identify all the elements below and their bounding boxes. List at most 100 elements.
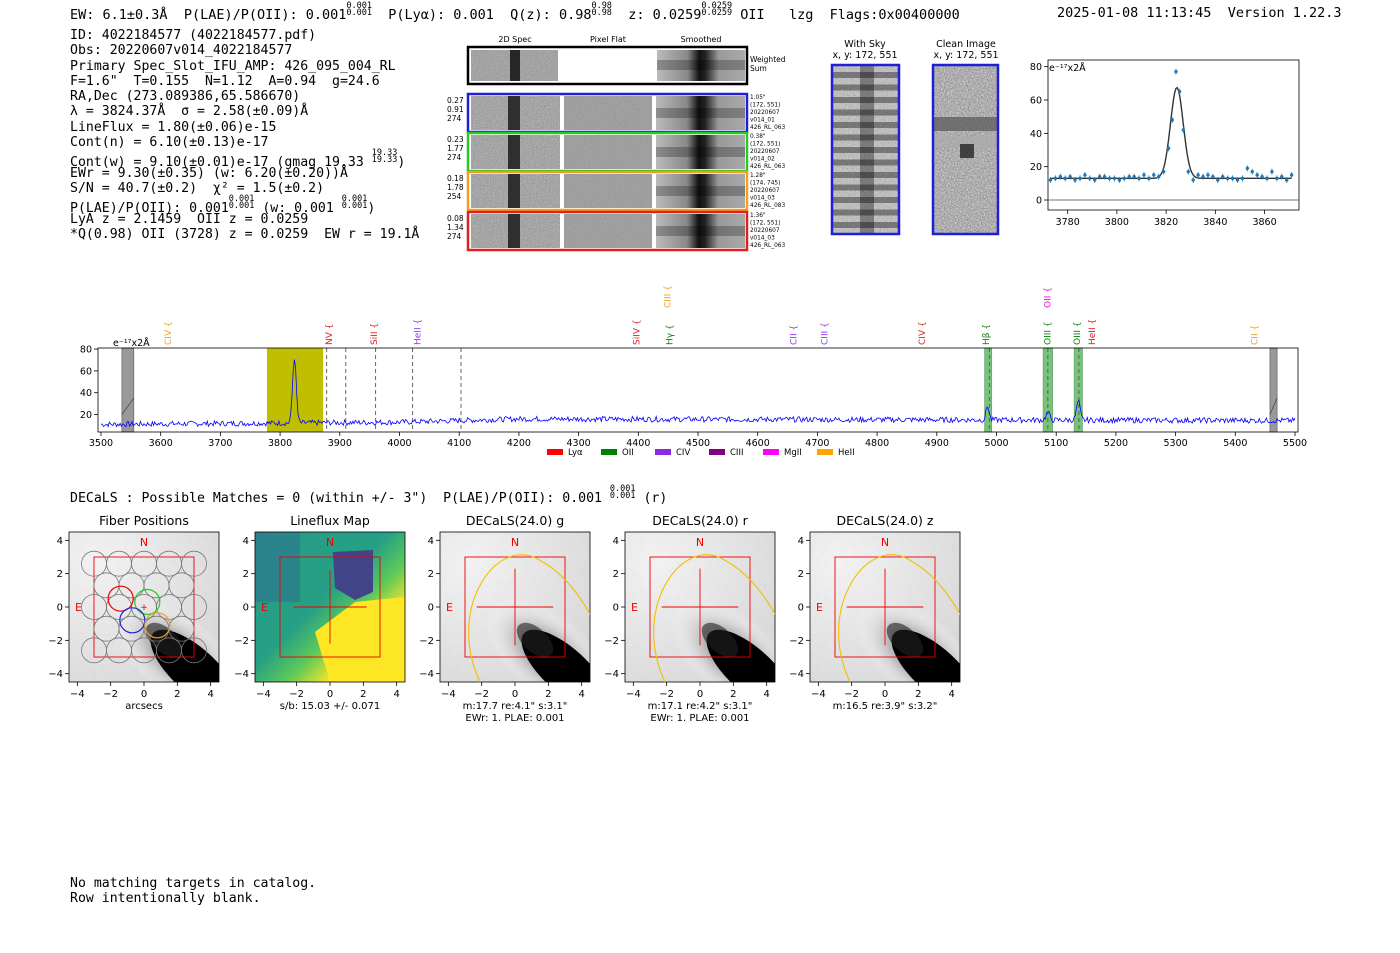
info-sn: S/N = 40.7(±0.2) χ² = 1.5(±0.2) bbox=[70, 180, 325, 196]
full-xtick-label: 3800 bbox=[268, 438, 292, 449]
clean-image bbox=[931, 63, 1000, 236]
zoom-data-point bbox=[1265, 175, 1269, 182]
aperture-box bbox=[464, 556, 566, 658]
aperture-box bbox=[649, 556, 751, 658]
cutout-row-stat: 254 bbox=[447, 192, 462, 201]
fiber-circles: + bbox=[81, 550, 207, 664]
zoom-data-point bbox=[1206, 172, 1210, 178]
zoom-xtick-label: 3780 bbox=[1056, 217, 1080, 228]
y-tick-label: 4 bbox=[428, 536, 434, 547]
zoom-data-point bbox=[1196, 172, 1200, 178]
galaxy-ellipse bbox=[838, 554, 960, 682]
detection-info: ID: 4022184577 (4022184577.pdf) Obs: 202… bbox=[70, 28, 419, 242]
line-label: CII { bbox=[1250, 325, 1260, 345]
zoom-data-point bbox=[1107, 175, 1112, 182]
zoom-data-point bbox=[1250, 168, 1254, 175]
cutout-row-meta: 0.38" bbox=[750, 134, 766, 140]
x-tick-label: 2 bbox=[174, 689, 180, 700]
compass-east: E bbox=[631, 601, 638, 614]
col-smoothed: Smoothed bbox=[681, 35, 722, 44]
cutout-row-meta: 426_RL_063 bbox=[750, 243, 785, 249]
info-fiber: F=1.6" T=0.155 N=1.12 A=0.94 g=24.6 bbox=[70, 73, 380, 89]
panel-title: Fiber Positions bbox=[99, 513, 189, 528]
with-sky-image bbox=[830, 63, 901, 236]
zoom-data-point bbox=[1078, 175, 1082, 182]
cutout-row-meta: (174, 745) bbox=[750, 181, 780, 187]
zoom-data-point bbox=[1284, 177, 1289, 183]
y-tick-label: 4 bbox=[57, 536, 63, 547]
zoom-data-point bbox=[1270, 168, 1274, 175]
aperture-box bbox=[279, 556, 381, 658]
svg-text:Lyα: Lyα bbox=[568, 448, 583, 458]
x-tick-label: 0 bbox=[697, 689, 703, 700]
line-label: OIII { bbox=[1043, 321, 1053, 345]
zoom-data-point bbox=[1275, 175, 1279, 182]
x-tick-label: −4 bbox=[626, 689, 641, 700]
cutout-row-meta: 1.36" bbox=[750, 213, 766, 219]
masked-region bbox=[1269, 347, 1278, 433]
zoom-data-point bbox=[1053, 175, 1058, 182]
datetime: 2025-01-08 11:13:45 bbox=[1057, 5, 1212, 21]
cutout-row-meta: 20220607 bbox=[750, 110, 780, 116]
y-tick-label: 0 bbox=[613, 603, 619, 614]
weighted-sum-row bbox=[466, 45, 749, 86]
full-xtick-label: 4100 bbox=[447, 438, 471, 449]
x-tick-label: −4 bbox=[70, 689, 85, 700]
full-xtick-label: 4500 bbox=[686, 438, 710, 449]
z-value: z: 0.0259 bbox=[628, 7, 702, 23]
svg-text:OII: OII bbox=[622, 448, 634, 458]
imaging-panel-z: DECaLS(24.0) z N E −4 −4 −2 −2 0 0 2 2 4 4 m:16.5 re:… bbox=[789, 513, 961, 712]
decals-summary: DECaLS : Possible Matches = 0 (within +/… bbox=[70, 484, 668, 506]
info-lineflux: LineFlux = 1.80(±0.06)e-15 bbox=[70, 119, 277, 135]
line-label: NV { bbox=[325, 324, 335, 345]
line-label: OIII { bbox=[1073, 321, 1083, 345]
zoom-ytick-label: 60 bbox=[1030, 96, 1042, 107]
zoom-data-point bbox=[1289, 172, 1294, 178]
zoom-data-point bbox=[1058, 173, 1063, 180]
x-tick-label: 0 bbox=[327, 689, 333, 700]
panel-caption: EWr: 1. PLAE: 0.001 bbox=[650, 713, 749, 724]
cutout-row-meta: (172, 551) bbox=[750, 221, 780, 227]
x-tick-label: 4 bbox=[393, 689, 399, 700]
masked-region bbox=[121, 347, 135, 433]
zoom-data-point bbox=[1132, 173, 1136, 180]
cutout-row-border bbox=[466, 210, 749, 252]
zoom-data-point bbox=[1240, 175, 1245, 182]
zoom-data-point bbox=[1230, 175, 1235, 182]
zoom-data-point bbox=[1186, 168, 1190, 175]
full-spectrum-chart: CIV {NV {SiII {HeII {SiIV {CIII {Hγ {CII… bbox=[80, 285, 1307, 458]
zoom-data-point bbox=[1221, 173, 1225, 180]
x-tick-label: −4 bbox=[441, 689, 456, 700]
svg-text:HeII: HeII bbox=[838, 448, 855, 458]
header-timestamp: 2025-01-08 11:13:45 Version 1.22.3 bbox=[1057, 5, 1342, 21]
cutout-row-meta: v014_03 bbox=[750, 196, 775, 202]
cutout-row-meta: 426_RL_083 bbox=[750, 203, 785, 209]
selected-fiber bbox=[107, 585, 134, 612]
full-xtick-label: 5400 bbox=[1223, 438, 1247, 449]
with-sky-coord: x, y: 172, 551 bbox=[832, 50, 897, 61]
full-xtick-label: 4900 bbox=[925, 438, 949, 449]
zoom-data-point bbox=[1093, 177, 1097, 183]
y-tick-label: −2 bbox=[48, 636, 63, 647]
x-tick-label: 0 bbox=[882, 689, 888, 700]
full-xtick-label: 4700 bbox=[805, 438, 829, 449]
x-tick-label: 2 bbox=[545, 689, 551, 700]
cutout-row-stat: 0.18 bbox=[447, 174, 464, 183]
sky-images-panel: With Sky x, y: 172, 551 Clean Image x, y… bbox=[830, 39, 1000, 236]
cutout-row-stat: 1.34 bbox=[447, 223, 464, 232]
full-xtick-label: 4400 bbox=[626, 438, 650, 449]
y-tick-label: 4 bbox=[243, 536, 249, 547]
zoom-axes-frame bbox=[1047, 59, 1300, 211]
full-xtick-label: 3600 bbox=[149, 438, 173, 449]
x-tick-label: 2 bbox=[360, 689, 366, 700]
cutout-row-border bbox=[466, 170, 749, 212]
x-tick-label: −4 bbox=[811, 689, 826, 700]
full-unit-label: e⁻¹⁷x2Å bbox=[113, 337, 150, 349]
emission-band bbox=[984, 347, 993, 433]
legend-item: Lyα bbox=[547, 448, 583, 458]
zoom-data-point bbox=[1245, 165, 1250, 172]
panel-caption: m:16.5 re:3.9" s:3.2" bbox=[833, 701, 938, 712]
y-tick-label: 0 bbox=[428, 603, 434, 614]
cutout-row-stat: 0.08 bbox=[447, 214, 464, 223]
ew-value: EW: 6.1±0.3Å bbox=[70, 7, 168, 23]
